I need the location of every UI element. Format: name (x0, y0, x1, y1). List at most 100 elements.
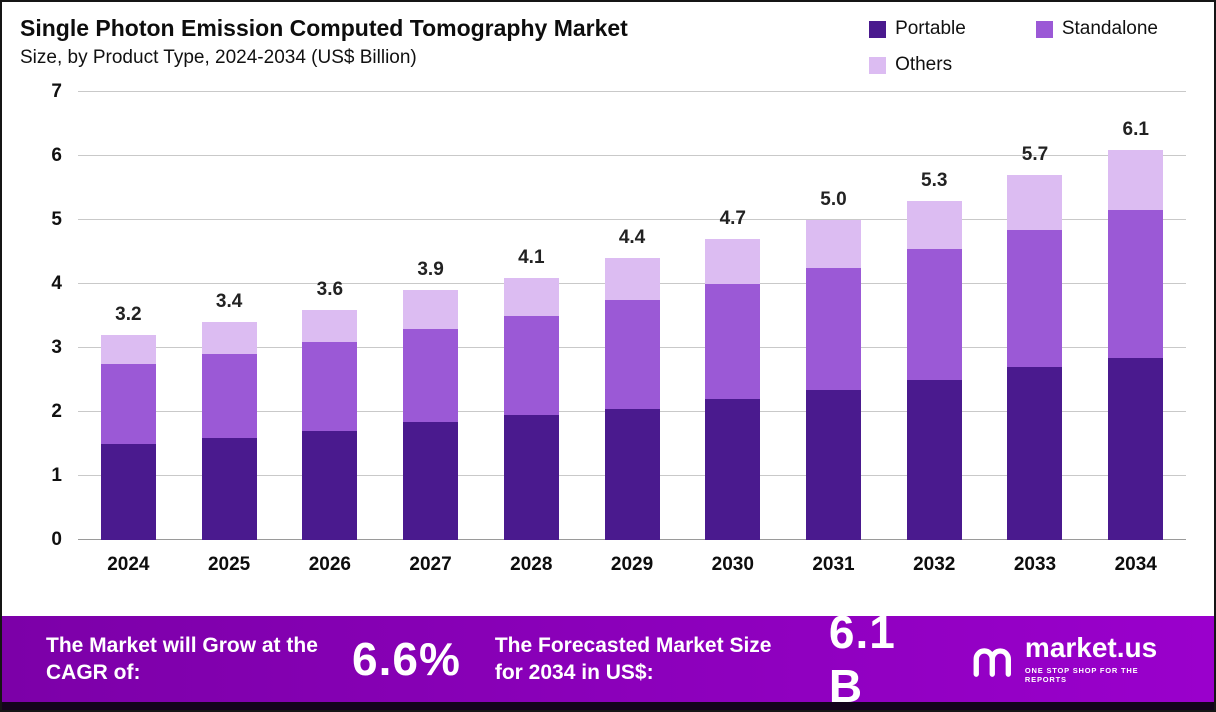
bar-segment-standalone (1007, 229, 1063, 368)
brand-block: market.us ONE STOP SHOP FOR THE REPORTS (970, 634, 1172, 684)
cagr-label: The Market will Grow at the CAGR of: (46, 633, 318, 684)
bar-segment-others (302, 309, 358, 342)
gridline (78, 155, 1186, 156)
bar-segment-portable (906, 380, 962, 540)
legend-label: Standalone (1061, 18, 1158, 39)
bar-segment-portable (1108, 357, 1164, 540)
bar-segment-standalone (604, 300, 660, 409)
bar-segment-standalone (1108, 210, 1164, 358)
footer-banner: The Market will Grow at the CAGR of: 6.6… (2, 606, 1214, 710)
stacked-bar (201, 322, 257, 540)
bar-group-2028: 4.1 (481, 92, 582, 540)
y-tick-label: 2 (51, 401, 62, 422)
x-axis-label: 2034 (1114, 554, 1157, 575)
brand-text: market.us ONE STOP SHOP FOR THE REPORTS (1024, 632, 1172, 685)
bar-group-2026: 3.6 (279, 92, 380, 540)
bar-total-label: 4.4 (618, 227, 646, 249)
x-axis-label: 2025 (207, 554, 251, 575)
spacer (2, 576, 1214, 616)
x-axis-label: 2028 (510, 554, 553, 575)
plot-area: 3.2 3.4 3.6 3.9 4.1 4.4 4.7 5.0 5.3 5.7 6.1 (78, 91, 1186, 540)
bar-segment-others (1007, 175, 1063, 230)
legend-item-portable: Portable (869, 18, 966, 40)
bar-total-label: 3.6 (316, 278, 344, 300)
x-axis-label: 2026 (308, 554, 351, 575)
x-axis-label: 2033 (1013, 554, 1057, 575)
bar-total-label: 5.7 (1021, 144, 1049, 166)
stacked-bar (1108, 149, 1164, 540)
bar-segment-others (705, 239, 761, 285)
stacked-bar (403, 290, 459, 540)
bar-total-label: 5.3 (921, 169, 948, 191)
stacked-bar (604, 258, 660, 540)
stacked-bar (100, 335, 156, 540)
bar-group-2030: 4.7 (682, 92, 783, 540)
bars: 3.2 3.4 3.6 3.9 4.1 4.4 4.7 5.0 5.3 5.7 6.1 (78, 92, 1186, 540)
bar-segment-others (100, 335, 156, 364)
x-axis-label: 2032 (913, 554, 956, 575)
legend-swatch-icon (1035, 20, 1053, 38)
page-title: Single Photon Emission Computed Tomograp… (20, 15, 628, 41)
bar-segment-others (906, 200, 962, 249)
bar-total-label: 4.7 (719, 208, 746, 230)
legend-item-others: Others (869, 54, 966, 76)
page-subtitle: Size, by Product Type, 2024-2034 (US$ Bi… (20, 46, 417, 68)
bar-segment-others (503, 277, 559, 317)
stacked-bar (503, 277, 559, 540)
bar-segment-standalone (906, 248, 962, 380)
y-tick-label: 0 (51, 529, 62, 550)
bar-group-2027: 3.9 (380, 92, 481, 540)
header: Single Photon Emission Computed Tomograp… (2, 2, 1214, 76)
legend: Portable Standalone Others (869, 18, 1158, 76)
bar-group-2032: 5.3 (884, 92, 985, 540)
brand-name: market.us (1024, 632, 1158, 663)
y-tick-label: 6 (51, 145, 62, 166)
stacked-bar (705, 239, 761, 540)
bar-segment-portable (201, 437, 257, 540)
y-tick-label: 4 (51, 273, 62, 294)
bar-total-label: 3.2 (115, 304, 142, 326)
legend-label: Portable (895, 18, 966, 39)
forecast-label: The Forecasted Market Size for 2034 in U… (494, 633, 772, 684)
bar-segment-portable (503, 415, 559, 540)
bar-total-label: 4.1 (518, 246, 545, 268)
x-axis-label: 2031 (812, 554, 855, 575)
bar-segment-portable (1007, 367, 1063, 540)
x-axis-label: 2029 (610, 554, 654, 575)
bottom-strip (2, 702, 1214, 710)
bar-group-2031: 5.0 (783, 92, 884, 540)
chart-area: 0 1 2 3 4 5 6 7 3.2 3.4 3.6 3.9 4.1 4.4 4.7 5.0 5.3 5.7 6… (2, 81, 1214, 550)
bar-segment-standalone (705, 284, 761, 400)
bar-segment-others (806, 220, 861, 269)
bar-segment-standalone (201, 354, 257, 438)
stacked-bar (806, 220, 861, 540)
brand-tagline: ONE STOP SHOP FOR THE REPORTS (1024, 666, 1139, 684)
bar-group-2029: 4.4 (582, 92, 683, 540)
bar-total-label: 5.0 (820, 189, 847, 211)
bar-total-label: 3.4 (215, 291, 243, 313)
bar-segment-portable (100, 444, 156, 540)
legend-swatch-icon (869, 56, 887, 74)
bar-segment-others (604, 258, 660, 301)
gridline (78, 91, 1186, 92)
legend-label: Others (895, 54, 953, 75)
stacked-bar (906, 200, 962, 540)
bar-segment-standalone (503, 316, 559, 416)
bar-segment-portable (806, 389, 861, 540)
bar-segment-portable (302, 431, 358, 540)
bar-segment-standalone (302, 341, 358, 432)
legend-item-standalone: Standalone (1035, 18, 1158, 40)
bar-segment-others (201, 322, 257, 355)
x-axis: 2024 2025 2026 2027 2028 2029 2030 2031 2032 2033… (2, 554, 1214, 576)
bar-segment-portable (403, 421, 459, 540)
forecast-value: 6.1 B (828, 606, 896, 712)
bar-group-2033: 5.7 (985, 92, 1086, 540)
market-us-logo-icon (973, 648, 1012, 677)
bar-total-label: 6.1 (1122, 118, 1149, 140)
stacked-bar (1007, 175, 1063, 540)
bar-total-label: 3.9 (417, 259, 444, 281)
x-axis-label: 2027 (409, 554, 452, 575)
cagr-value: 6.6% (352, 633, 461, 685)
legend-swatch-icon (869, 20, 887, 38)
